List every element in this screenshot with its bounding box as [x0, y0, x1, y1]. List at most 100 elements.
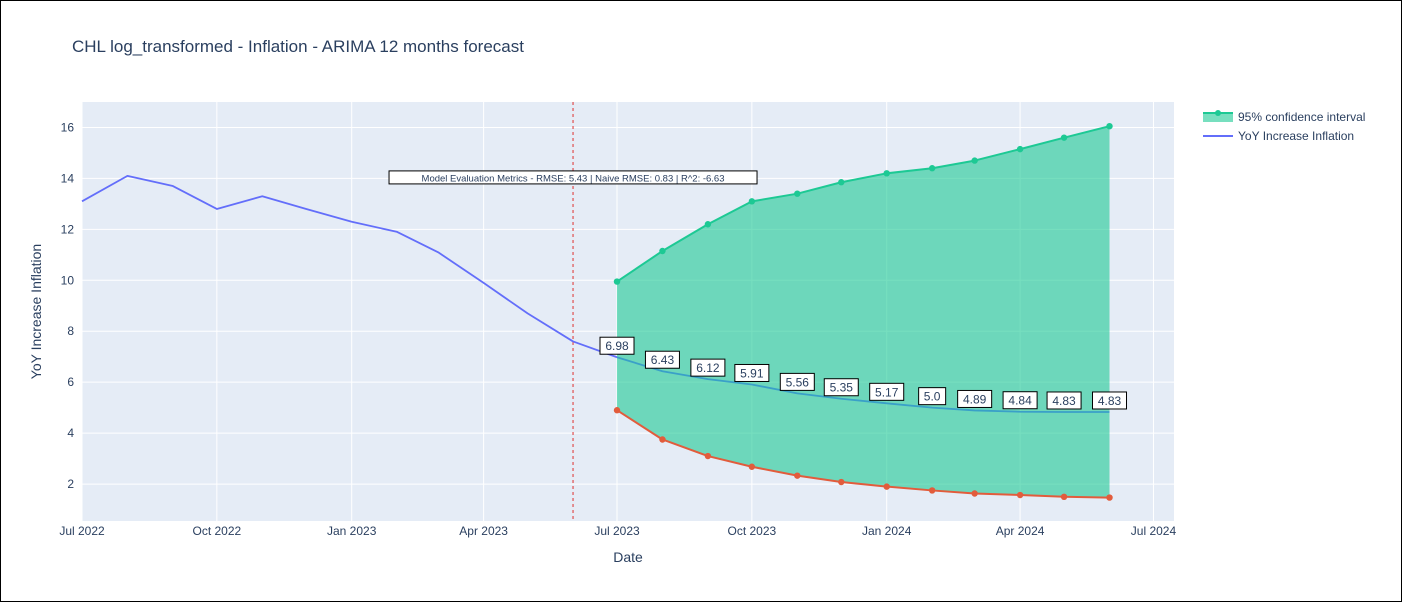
value-label-text: 4.84: [1008, 394, 1032, 408]
x-tick-label: Apr 2024: [996, 524, 1045, 538]
lower-bound-point: [971, 490, 978, 497]
value-label-box: [1092, 391, 1128, 410]
y-ticks: 2 4 6 8 10 12 14 16: [61, 120, 75, 491]
forecast-value-label: 5.35: [823, 378, 859, 397]
x-tick-label: Oct 2023: [728, 524, 777, 538]
x-tick-label: Jul 2022: [59, 524, 105, 538]
upper-bound-point: [928, 165, 936, 172]
legend: 95% confidence interval YoY Increase Infl…: [1203, 110, 1365, 143]
forecast-value-label: 5.0: [918, 387, 947, 406]
legend-label: 95% confidence interval: [1238, 110, 1365, 124]
y-tick-label: 2: [67, 477, 74, 491]
value-label-box: [644, 350, 680, 369]
value-label-box: [1046, 391, 1082, 410]
forecast-value-label: 4.83: [1092, 391, 1128, 410]
metrics-annotation: Model Evaluation Metrics - RMSE: 5.43 | …: [388, 170, 758, 185]
forecast-value-label: 4.89: [957, 389, 993, 408]
value-label-box: [957, 389, 993, 408]
legend-swatch: [1203, 113, 1233, 122]
value-label-text: 4.83: [1052, 394, 1076, 408]
value-label-text: 5.56: [786, 375, 810, 389]
value-label-text: 6.43: [651, 353, 675, 367]
legend-swatch-marker: [1215, 110, 1221, 116]
x-axis-title: Date: [613, 549, 643, 565]
forecast-value-label: 6.12: [690, 358, 726, 377]
forecast-value-label: 6.98: [599, 336, 635, 355]
value-label-box: [869, 382, 905, 401]
upper-bound-point: [613, 278, 621, 285]
legend-label: YoY Increase Inflation: [1238, 129, 1354, 143]
x-tick-label: Oct 2022: [192, 524, 241, 538]
lower-bound-line: [616, 409, 1110, 499]
upper-bound-point: [1060, 134, 1068, 141]
value-label-box: [779, 372, 815, 391]
x-tick-label: Jan 2024: [862, 524, 912, 538]
forecast-value-label: 4.84: [1002, 391, 1038, 410]
series-layer: [81, 125, 1110, 499]
points-layer: [613, 122, 1113, 501]
value-label-text: 5.0: [924, 390, 941, 404]
upper-bound-point: [1106, 122, 1113, 130]
data-labels-layer: 6.98 6.43 6.12 5.91 5.56 5.35 5.17 5.0 4.89 4.84 4…: [599, 336, 1128, 410]
value-label-box: [734, 363, 770, 382]
value-label-text: 6.98: [605, 339, 629, 353]
legend-item: YoY Increase Inflation: [1203, 129, 1354, 143]
y-tick-label: 12: [61, 222, 75, 236]
value-label-text: 4.83: [1098, 394, 1122, 408]
history-line: [81, 174, 618, 359]
value-label-box: [599, 336, 635, 355]
y-tick-label: 8: [67, 324, 74, 338]
y-tick-label: 6: [67, 375, 74, 389]
forecast-value-label: 5.17: [869, 382, 905, 401]
value-label-text: 6.12: [696, 361, 720, 375]
annotation-layer: Model Evaluation Metrics - RMSE: 5.43 | …: [388, 170, 758, 185]
value-label-box: [823, 378, 859, 397]
lower-bound-point: [1106, 494, 1113, 501]
upper-bound-point: [659, 247, 666, 255]
x-ticks: Jul 2022 Oct 2022 Jan 2023 Apr 2023 Jul 2023…: [59, 524, 1176, 538]
forecast-value-label: 6.43: [644, 350, 680, 369]
y-tick-label: 16: [61, 120, 75, 134]
value-label-box: [1002, 391, 1038, 410]
lower-bound-point: [659, 436, 666, 443]
lower-bound-point: [928, 487, 936, 494]
lower-bound-point: [883, 483, 890, 490]
value-label-text: 5.17: [875, 385, 899, 399]
value-label-box: [690, 358, 726, 377]
lower-bound-point: [748, 463, 756, 470]
upper-bound-point: [971, 157, 978, 164]
lower-bound-point: [613, 407, 621, 414]
value-label-box: [918, 387, 947, 406]
upper-bound-point: [838, 179, 845, 186]
lower-bound-point: [794, 472, 801, 479]
lower-bound-point: [838, 478, 845, 486]
forecast-value-label: 5.56: [779, 372, 815, 391]
y-axis-title: YoY Increase Inflation: [28, 244, 44, 379]
forecast-value-label: 5.91: [734, 363, 770, 382]
forecast-line: [616, 356, 1110, 413]
x-tick-label: Jul 2023: [594, 524, 640, 538]
upper-bound-line: [616, 125, 1110, 283]
value-label-text: 5.91: [740, 366, 764, 380]
chart-title: CHL log_transformed - Inflation - ARIMA …: [72, 37, 524, 56]
legend-item: 95% confidence interval: [1203, 110, 1365, 124]
upper-bound-point: [794, 190, 801, 197]
y-tick-label: 4: [67, 426, 74, 440]
value-label-text: 4.89: [963, 392, 987, 406]
x-tick-label: Apr 2023: [459, 524, 508, 538]
metrics-annotation-box: [388, 170, 758, 185]
lower-bound-point: [704, 452, 712, 460]
lower-bound-point: [1016, 491, 1024, 499]
metrics-annotation-text: Model Evaluation Metrics - RMSE: 5.43 | …: [422, 173, 725, 184]
upper-bound-point: [748, 198, 756, 205]
lower-bound-point: [1060, 493, 1068, 501]
upper-bound-point: [883, 170, 890, 177]
y-tick-label: 14: [61, 171, 75, 185]
forecast-value-label: 4.83: [1046, 391, 1082, 410]
x-tick-label: Jul 2024: [1131, 524, 1177, 538]
value-label-text: 5.35: [830, 381, 854, 395]
upper-bound-point: [1016, 145, 1024, 153]
x-tick-label: Jan 2023: [327, 524, 377, 538]
